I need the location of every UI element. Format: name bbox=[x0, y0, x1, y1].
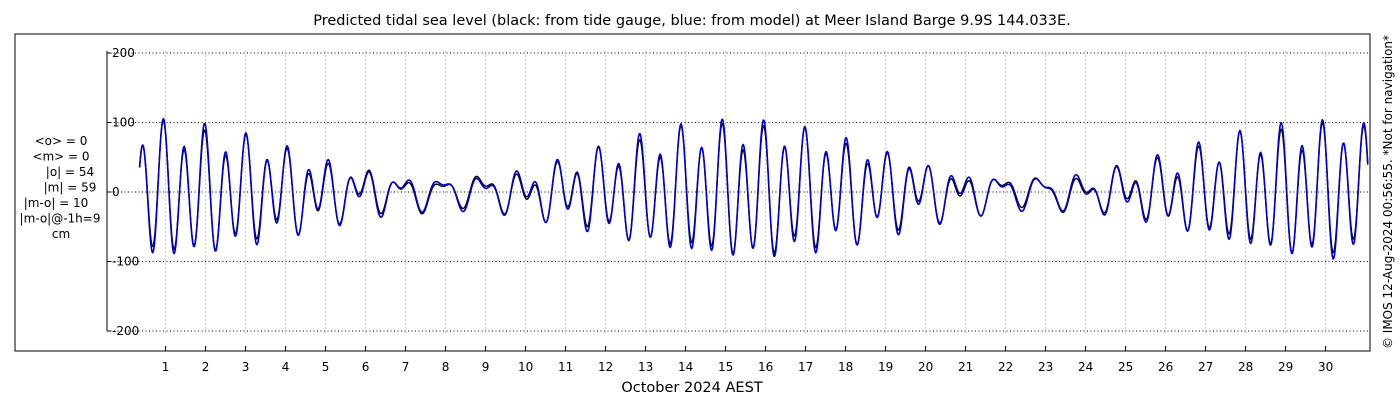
chart-title: Predicted tidal sea level (black: from t… bbox=[313, 13, 1071, 29]
series-layer bbox=[138, 117, 1369, 260]
x-tick-label: 20 bbox=[918, 360, 933, 374]
x-tick-label: 21 bbox=[958, 360, 973, 374]
y-tick-label: -200 bbox=[112, 324, 139, 338]
x-tick-label: 7 bbox=[402, 360, 410, 374]
grid-lines bbox=[107, 51, 1368, 334]
x-tick-label: 28 bbox=[1238, 360, 1253, 374]
y-tick-label: 0 bbox=[112, 185, 120, 199]
stats-line: |o| = 54 bbox=[46, 165, 94, 179]
copyright-note: © IMOS 12-Aug-2024 00:56:55. *Not for na… bbox=[1381, 35, 1395, 349]
series-model-line bbox=[138, 117, 1369, 260]
x-tick-label: 18 bbox=[838, 360, 853, 374]
x-axis-label: October 2024 AEST bbox=[621, 380, 762, 396]
x-tick-label: 13 bbox=[638, 360, 653, 374]
plot-frame bbox=[14, 33, 1371, 352]
x-tick-label: 3 bbox=[242, 360, 250, 374]
x-tick-label: 17 bbox=[798, 360, 813, 374]
y-tick-label: 200 bbox=[112, 46, 135, 60]
x-tick-label: 5 bbox=[322, 360, 330, 374]
x-tick-label: 4 bbox=[282, 360, 290, 374]
x-tick-label: 9 bbox=[482, 360, 490, 374]
y-tick-label: -100 bbox=[112, 255, 139, 269]
x-tick-label: 8 bbox=[442, 360, 450, 374]
x-axis-ticks: 1 2 3 4 5 6 7 8 9 10 11 12 13 14 15 16 17 18 19 20 21 22 23 24 2… bbox=[162, 346, 1333, 374]
x-tick-label: 24 bbox=[1078, 360, 1093, 374]
x-tick-label: 22 bbox=[998, 360, 1013, 374]
stats-line: <m> = 0 bbox=[32, 150, 89, 164]
stats-line: <o> = 0 bbox=[35, 134, 88, 148]
x-tick-label: 1 bbox=[162, 360, 170, 374]
x-tick-label: 11 bbox=[558, 360, 573, 374]
x-tick-label: 29 bbox=[1278, 360, 1293, 374]
stats-line: |m| = 59 bbox=[44, 181, 97, 195]
stats-line: cm bbox=[52, 227, 70, 241]
stats-line: |m-o| = 10 bbox=[24, 196, 89, 210]
x-tick-label: 30 bbox=[1318, 360, 1333, 374]
x-tick-label: 16 bbox=[758, 360, 773, 374]
x-tick-label: 12 bbox=[598, 360, 613, 374]
y-tick-label: 100 bbox=[112, 116, 135, 130]
stats-line: |m-o|@-1h=9 bbox=[20, 212, 101, 226]
stats-panel: <o> = 0 <m> = 0|o| = 54 |m| = 59|m-o| = 10… bbox=[20, 134, 101, 241]
x-tick-label: 15 bbox=[718, 360, 733, 374]
x-tick-label: 14 bbox=[678, 360, 693, 374]
x-tick-label: 27 bbox=[1198, 360, 1213, 374]
x-tick-label: 26 bbox=[1158, 360, 1173, 374]
x-tick-label: 2 bbox=[202, 360, 210, 374]
x-tick-label: 23 bbox=[1038, 360, 1053, 374]
x-tick-label: 10 bbox=[518, 360, 533, 374]
x-tick-label: 19 bbox=[878, 360, 893, 374]
x-tick-label: 25 bbox=[1118, 360, 1133, 374]
y-axis-ticks: 200 100 0 -100 -200 bbox=[107, 46, 139, 338]
x-tick-label: 6 bbox=[362, 360, 370, 374]
